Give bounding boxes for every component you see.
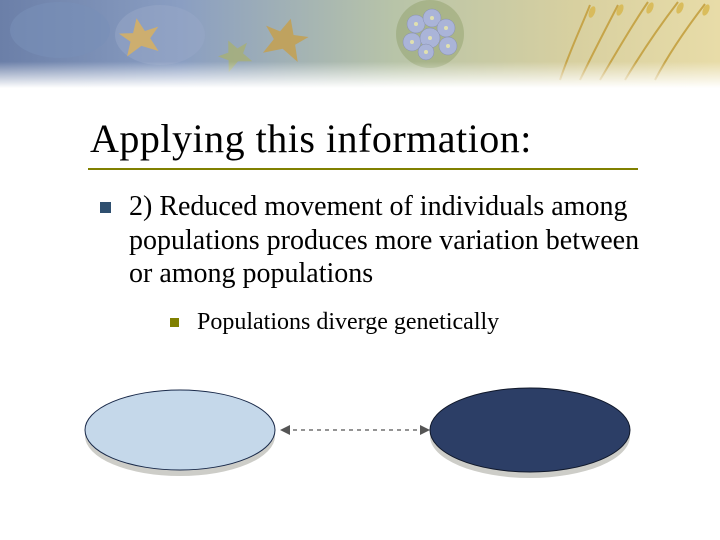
diagram-svg — [80, 380, 640, 500]
bullet-sub: Populations diverge genetically — [170, 308, 499, 337]
decorative-banner — [0, 0, 720, 88]
population-diagram — [80, 380, 640, 500]
banner-graphic — [0, 0, 720, 88]
slide: Applying this information: 2) Reduced mo… — [0, 0, 720, 540]
slide-title: Applying this information: — [90, 115, 532, 162]
title-underline — [88, 168, 638, 170]
square-bullet-icon — [100, 202, 111, 213]
bullet-sub-text: Populations diverge genetically — [197, 308, 499, 337]
connector-arrow-right — [420, 425, 430, 435]
square-bullet-icon — [170, 318, 179, 327]
population-right — [430, 388, 630, 472]
population-left — [85, 390, 275, 470]
bullet-main: 2) Reduced movement of individuals among… — [100, 190, 654, 291]
connector-arrow-left — [280, 425, 290, 435]
bullet-main-text: 2) Reduced movement of individuals among… — [129, 190, 654, 291]
